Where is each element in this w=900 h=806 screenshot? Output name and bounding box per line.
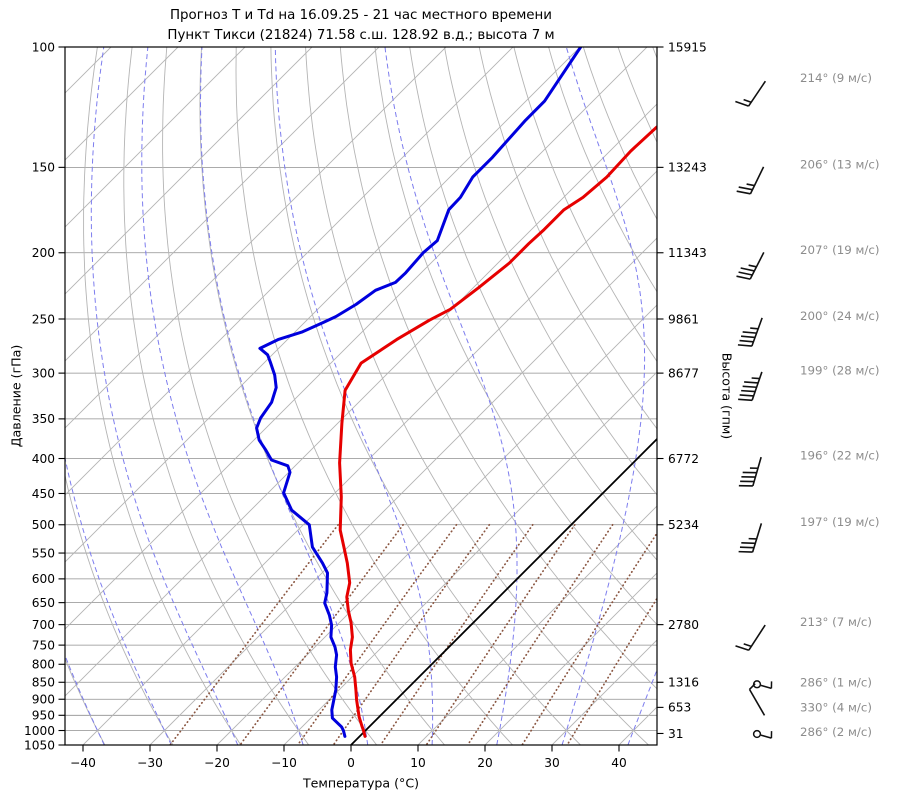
wind-label: 200° (24 м/с) [800,309,880,323]
pressure-tick-label: 100 [32,40,55,54]
wind-label: 207° (19 м/с) [800,243,880,257]
wind-barb [738,456,762,487]
height-tick-label: 1316 [668,676,699,690]
height-tick-label: 653 [668,701,691,715]
temperature-curve [338,125,657,738]
wind-label: 213° (7 м/с) [800,615,872,629]
pressure-tick-label: 300 [32,366,55,380]
chart-title-line2: Пункт Тикси (21824) 71.58 с.ш. 128.92 в.… [167,27,555,43]
wind-barb [748,683,766,716]
wind-barb [737,317,763,347]
plot-area [65,47,657,745]
wind-label: 214° (9 м/с) [800,71,872,85]
height-tick-label: 5234 [668,518,699,532]
pressure-tick-label: 1000 [24,724,55,738]
temperature-tick-label: −10 [271,756,297,770]
height-tick-label: 9861 [668,312,699,326]
dry-adiabats-layer [65,47,657,745]
temperature-axis-ticks: −40 −30 −20 −10 0 10 20 30 40 [70,745,627,770]
wind-barb [735,80,767,107]
wind-barb [736,252,765,280]
height-tick-label: 15915 [668,40,707,54]
temperature-tick-label: 0 [347,756,355,770]
isotherms-layer [65,47,657,745]
pressure-tick-label: 900 [32,693,55,707]
pressure-tick-label: 700 [32,618,55,632]
pressure-tick-label: 500 [32,518,55,532]
temperature-tick-label: 30 [544,756,560,770]
pressure-tick-label: 850 [32,676,55,690]
pressure-tick-label: 400 [32,452,55,466]
temperature-tick-label: 20 [477,756,493,770]
pressure-axis-ticks: 100 150 200 250 300 350 400 450 500 550 600 650 700 7… [24,40,65,752]
height-tick-label: 8677 [668,366,699,380]
zero-isotherm [350,437,657,745]
wind-label: 286° (1 м/с) [800,675,872,689]
wind-barb [752,729,773,739]
wind-barbs-layer: 214° (9 м/с) 206° (13 м/с) 207° (19 м/с) 20… [735,71,880,739]
pressure-tick-label: 1050 [24,738,55,752]
temperature-tick-label: −40 [70,756,96,770]
pressure-tick-label: 800 [32,658,55,672]
pressure-tick-label: 150 [32,161,55,175]
wind-barb [736,166,765,195]
wind-barb [738,371,763,402]
wind-label: 330° (4 м/с) [800,701,872,715]
wind-barb [735,624,766,651]
pressure-tick-label: 200 [32,246,55,260]
wind-label: 196° (22 м/с) [800,449,880,463]
temperature-axis-title: Температура (°C) [302,775,420,791]
wind-label: 197° (19 м/с) [800,515,880,529]
wind-barb [738,523,763,553]
pressure-tick-label: 450 [32,487,55,501]
wind-label: 206° (13 м/с) [800,158,880,172]
temperature-tick-label: −20 [204,756,230,770]
height-tick-label: 11343 [668,246,707,260]
dewpoint-curve [255,47,583,738]
chart-title-line1: Прогноз Т и Td на 16.09.25 - 21 час мест… [169,8,553,23]
mixing-ratio-layer [169,523,657,745]
height-axis-ticks: 15915 13243 11343 9861 8677 6772 5234 2780 1316 6… [657,40,707,741]
wind-label: 199° (28 м/с) [800,363,880,377]
pressure-tick-label: 550 [32,546,55,560]
chart-title: Прогноз Т и Td на 16.09.25 - 21 час мест… [65,6,657,45]
temperature-tick-label: −30 [137,756,163,770]
pressure-tick-label: 750 [32,638,55,652]
height-tick-label: 2780 [668,618,699,632]
moist-adiabats-layer [65,47,657,745]
temperature-tick-label: 40 [611,756,627,770]
pressure-tick-label: 600 [32,572,55,586]
height-tick-label: 31 [668,727,684,741]
pressure-tick-label: 350 [32,412,55,426]
wind-barb [752,680,773,690]
pressure-tick-label: 250 [32,312,55,326]
pressure-grid-layer [65,47,657,745]
height-tick-label: 6772 [668,452,699,466]
pressure-tick-label: 650 [32,596,55,610]
temperature-tick-label: 10 [410,756,426,770]
height-tick-label: 13243 [668,161,707,175]
wind-label: 286° (2 м/с) [800,725,872,739]
pressure-tick-label: 950 [32,709,55,723]
plot-border [64,46,658,746]
